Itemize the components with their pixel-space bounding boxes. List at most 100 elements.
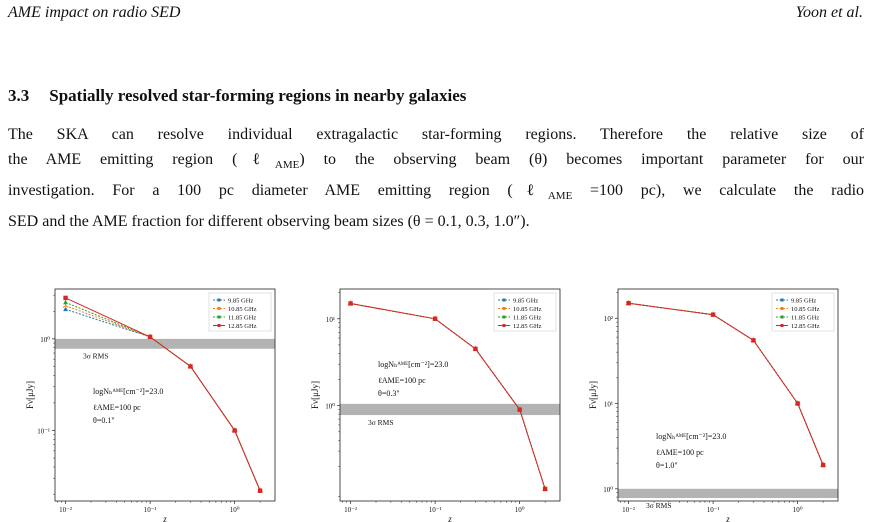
annotation-line: logNₕᴬᴹᴱ[cm⁻²]=23.0 xyxy=(93,387,163,396)
data-point xyxy=(751,338,756,343)
legend-marker xyxy=(780,324,784,327)
x-tick-label: 10⁻² xyxy=(622,506,635,514)
legend-label: 9.85 GHz xyxy=(513,298,538,305)
y-axis-label: Fν[μJy] xyxy=(310,381,320,409)
annotation-line: logNₕᴬᴹᴱ[cm⁻²]=23.0 xyxy=(656,432,726,441)
data-point xyxy=(432,316,438,321)
y-tick-label: 10⁰ xyxy=(325,403,335,411)
data-point xyxy=(473,346,478,352)
annotation-line: θ=1.0" xyxy=(656,461,678,470)
ame-subscript: AME xyxy=(547,190,573,203)
legend-label: 10.85 GHz xyxy=(513,306,542,313)
y-tick-label: 10¹ xyxy=(326,316,335,324)
legend-label: 10.85 GHz xyxy=(228,306,257,313)
section-heading: 3.3 Spatially resolved star-forming regio… xyxy=(8,86,466,106)
annotation-line: ℓAME=100 pc xyxy=(93,403,141,412)
x-tick-label: 10⁰ xyxy=(230,506,240,514)
plot-frame xyxy=(339,288,561,502)
x-tick-label: 10⁻² xyxy=(59,506,72,514)
annotation-line: θ=0.1" xyxy=(93,416,115,425)
rms-band xyxy=(340,403,560,416)
paragraph-line-2: the AME emitting region (ℓAME) to the ob… xyxy=(8,147,864,178)
data-point xyxy=(348,301,353,306)
running-header-title: AME impact on radio SED xyxy=(8,4,181,21)
data-point xyxy=(63,299,68,305)
data-point xyxy=(626,300,631,306)
data-point xyxy=(820,462,826,468)
data-point xyxy=(63,295,68,301)
body-paragraph: The SKA can resolve individual extragala… xyxy=(8,122,864,234)
y-axis-label: Fν[μJy] xyxy=(25,381,35,409)
legend-marker xyxy=(780,298,784,302)
legend-label: 9.85 GHz xyxy=(228,298,253,305)
plot-frame xyxy=(617,288,839,502)
legend-marker xyxy=(502,324,506,327)
legend-marker xyxy=(217,324,221,327)
y-tick-label: 10⁰ xyxy=(603,486,613,494)
x-tick-label: 10⁻¹ xyxy=(144,506,157,514)
y-tick-label: 10¹ xyxy=(604,401,613,409)
line-3-start: investigation. For a 100 pc diameter AME… xyxy=(8,182,548,200)
legend-marker xyxy=(502,307,506,310)
ame-subscript: AME xyxy=(274,159,300,172)
legend-label: 9.85 GHz xyxy=(791,298,816,305)
x-axis-label: z xyxy=(447,514,452,522)
legend-marker xyxy=(502,298,506,302)
legend-label: 11.85 GHz xyxy=(228,315,256,322)
legend-marker xyxy=(217,307,221,310)
rms-band xyxy=(55,338,275,349)
line-3-end: =100 pc), we calculate the radio xyxy=(572,182,865,200)
data-point xyxy=(257,488,263,493)
series-line xyxy=(65,305,261,491)
legend-label: 10.85 GHz xyxy=(791,306,820,313)
data-point xyxy=(710,312,716,317)
legend-marker xyxy=(502,315,506,319)
sed-plot-theta-0-1: 3σ RMS 10⁻² 10⁻¹ 10⁰ 10⁻¹ 10⁰ z Fν[μJy] 9.85 GHz… xyxy=(25,288,276,522)
data-point xyxy=(795,401,800,406)
y-tick-label: 10⁰ xyxy=(40,336,50,344)
y-tick-label: 10⁻¹ xyxy=(37,427,50,435)
y-tick-label: 10² xyxy=(604,315,613,323)
data-point xyxy=(63,306,68,312)
data-point xyxy=(517,407,522,412)
legend-marker xyxy=(780,307,784,310)
paragraph-line-3: investigation. For a 100 pc diameter AME… xyxy=(8,178,864,209)
y-axis-label: Fν[μJy] xyxy=(588,381,598,409)
legend-label: 12.85 GHz xyxy=(791,323,820,330)
rms-label: 3σ RMS xyxy=(646,501,672,510)
x-tick-label: 10⁰ xyxy=(515,506,525,514)
running-header-authors: Yoon et al. xyxy=(795,4,863,21)
legend-label: 12.85 GHz xyxy=(513,323,542,330)
legend-label: 11.85 GHz xyxy=(791,315,819,322)
paragraph-line-4: SED and the AME fraction for different o… xyxy=(8,213,530,231)
data-point xyxy=(542,486,548,492)
line-2-end: ) to the observing beam (θ) becomes impo… xyxy=(299,151,865,168)
sed-plot-theta-1-0: 3σ RMS 10⁻² 10⁻¹ 10⁰ 10⁰ 10¹ 10² z Fν[μJy] 9.85 G… xyxy=(588,288,839,522)
legend-label: 11.85 GHz xyxy=(513,315,541,322)
x-tick-label: 10⁻¹ xyxy=(707,506,720,514)
rms-band xyxy=(618,488,838,499)
annotation-line: ℓAME=100 pc xyxy=(656,448,704,457)
plot-frame xyxy=(54,288,276,502)
x-axis-label: z xyxy=(725,514,730,522)
section-title: Spatially resolved star-forming regions … xyxy=(49,86,467,105)
annotation-line: logNₕᴬᴹᴱ[cm⁻²]=23.0 xyxy=(378,360,448,369)
data-point xyxy=(188,364,193,369)
legend-marker xyxy=(217,315,221,319)
x-tick-label: 10⁻² xyxy=(344,506,357,514)
line-2-start: the AME emitting region (ℓ xyxy=(8,151,275,168)
annotation-line: θ=0.3" xyxy=(378,389,400,398)
x-tick-label: 10⁰ xyxy=(793,506,803,514)
annotation-line: ℓAME=100 pc xyxy=(378,376,426,385)
paragraph-line-1: The SKA can resolve individual extragala… xyxy=(8,126,864,143)
rms-label: 3σ RMS xyxy=(83,352,109,361)
legend-marker xyxy=(780,315,784,319)
x-tick-label: 10⁻¹ xyxy=(429,506,442,514)
data-point xyxy=(147,334,153,340)
legend-label: 12.85 GHz xyxy=(228,323,257,330)
section-number: 3.3 xyxy=(8,86,30,105)
x-axis-label: z xyxy=(162,514,167,522)
legend-marker xyxy=(217,298,221,302)
series-line xyxy=(65,308,261,491)
